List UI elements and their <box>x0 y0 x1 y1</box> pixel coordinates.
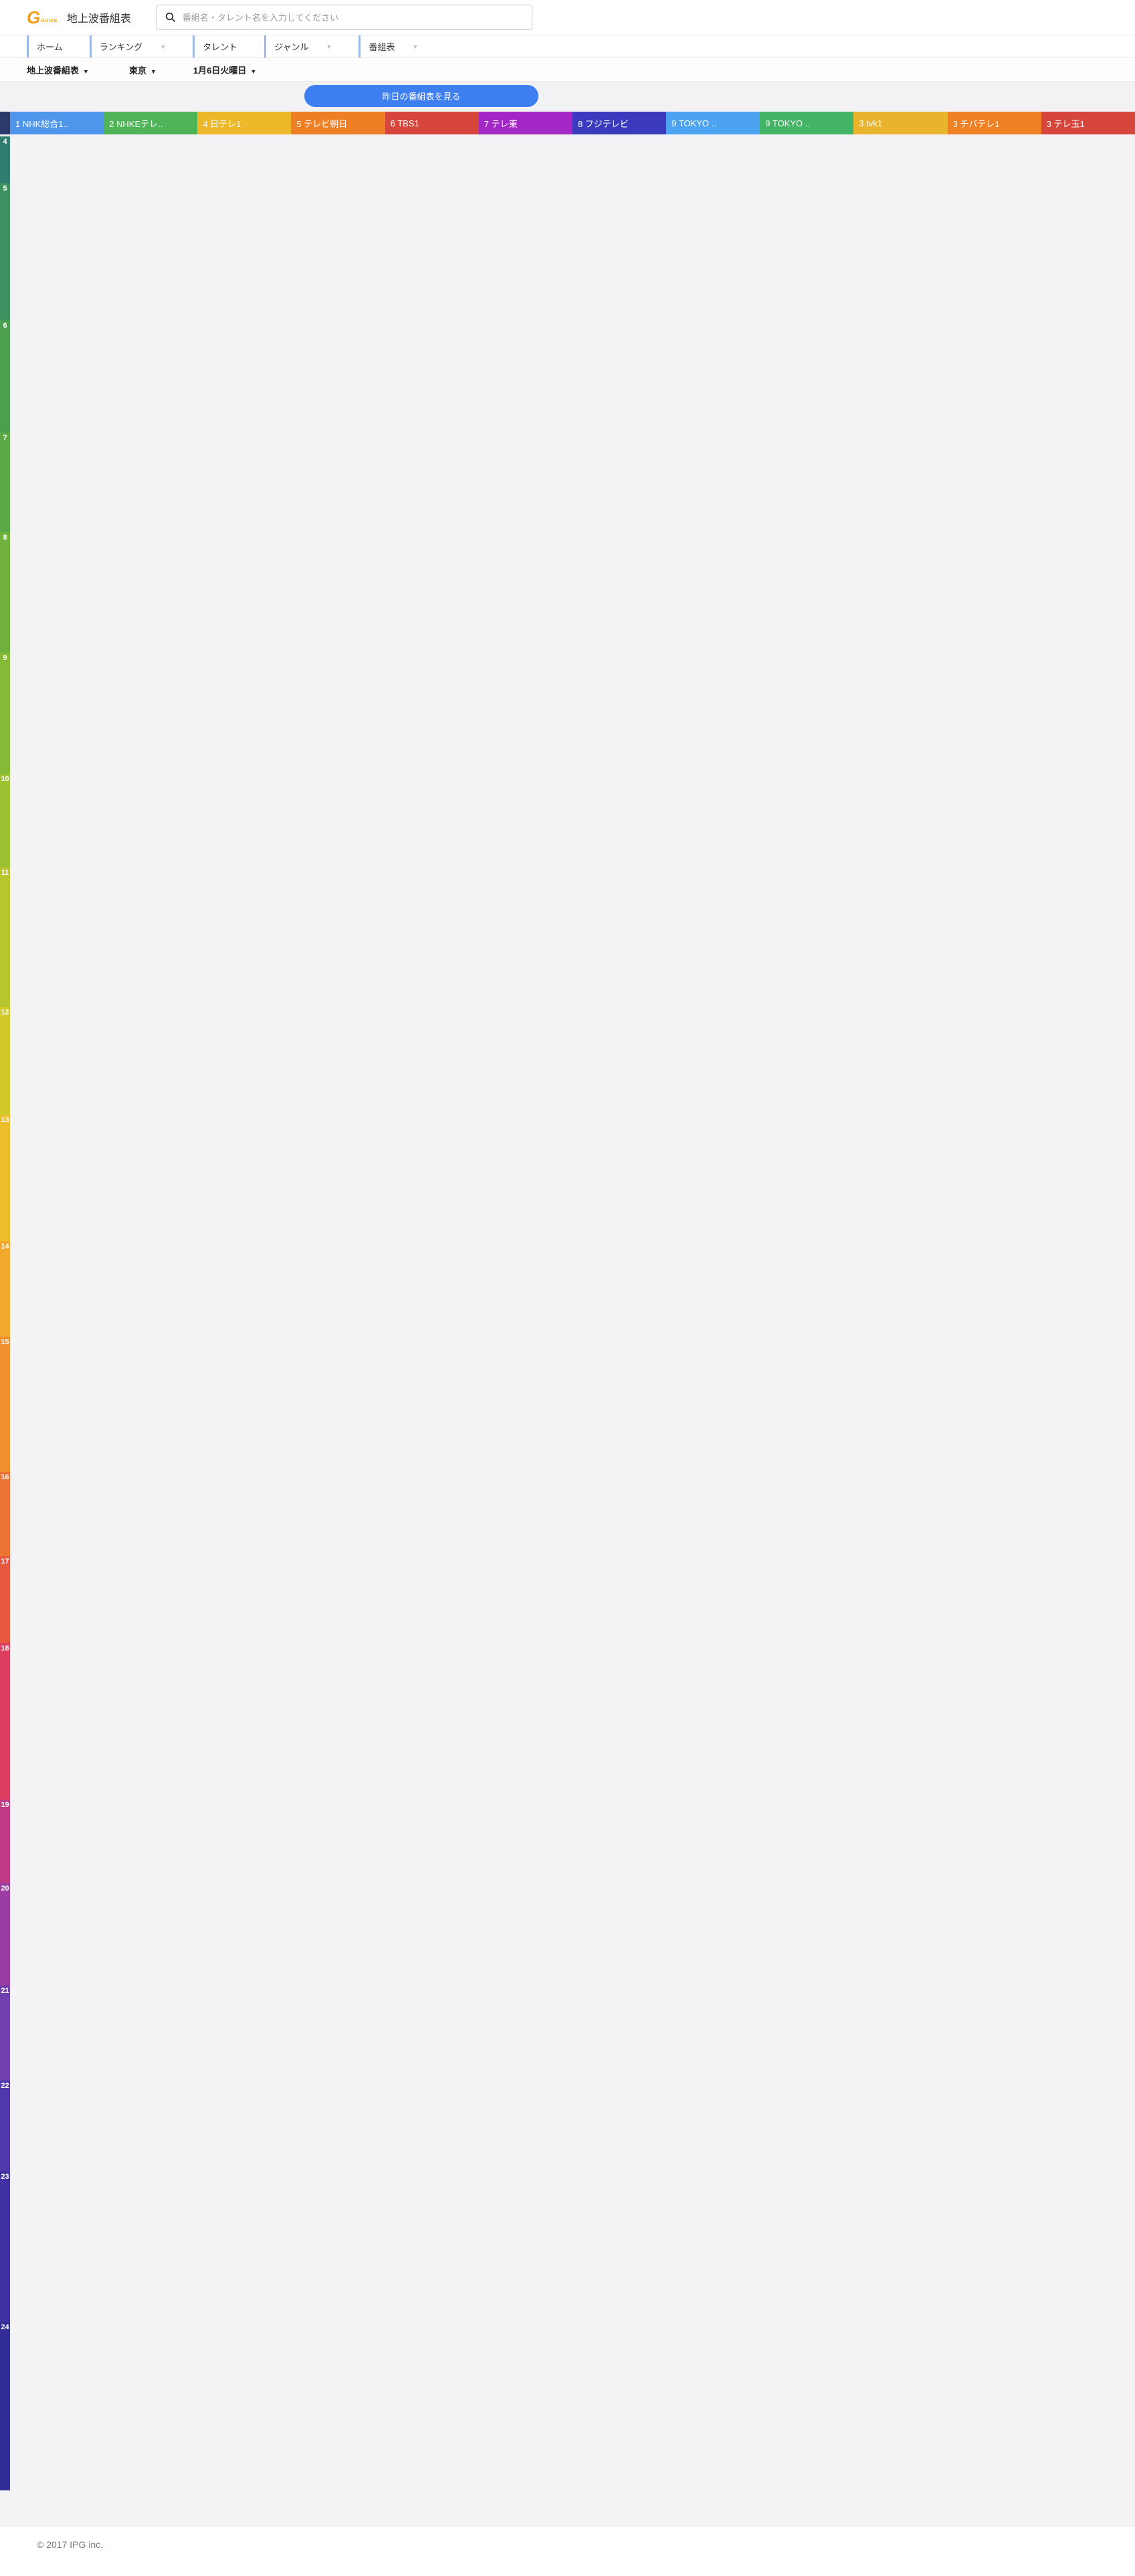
hour-label-4: 4 <box>0 136 10 183</box>
nav-item-label: ホーム <box>37 42 63 52</box>
main-nav: ホーム ランキング ▼ タレント ジャンル ▼ 番組表 ▼ <box>0 35 1135 58</box>
hour-label-10: 10 <box>0 774 10 867</box>
hour-label-15: 15 <box>0 1337 10 1472</box>
chevron-down-icon: ▼ <box>412 43 419 50</box>
chevron-down-icon: ▼ <box>160 43 167 50</box>
channel-header-11[interactable]: 3 テレ玉1 <box>1041 112 1135 134</box>
gguide-logo-mark: G <box>27 7 41 27</box>
nav-item-0[interactable]: ホーム <box>27 35 71 58</box>
nav-item-1[interactable]: ランキング ▼ <box>89 35 175 58</box>
subnav-select-label: 東京 <box>128 65 146 76</box>
nav-item-4[interactable]: 番組表 ▼ <box>358 35 426 58</box>
channel-header-3[interactable]: 5 テレビ朝日 <box>291 112 385 134</box>
gguide-logo-text: GUIDE <box>41 18 58 23</box>
time-column-corner <box>0 112 10 134</box>
subnav-select-1[interactable]: 東京 ▼ <box>129 64 157 76</box>
search-icon <box>165 12 176 23</box>
subnav-select-label: 地上波番組表 <box>27 65 80 76</box>
hour-label-14: 14 <box>0 1241 10 1337</box>
hour-label-13: 13 <box>0 1115 10 1241</box>
chevron-down-icon: ▼ <box>150 68 157 75</box>
hour-label-21: 21 <box>0 1985 10 2080</box>
hour-label-7: 7 <box>0 433 10 532</box>
nav-item-label: ジャンル <box>274 42 309 52</box>
gguide-logo[interactable]: G GUIDE <box>27 9 58 26</box>
channel-header-6[interactable]: 8 フジテレビ <box>572 112 667 134</box>
hour-label-22: 22 <box>0 2080 10 2171</box>
top-bar: G GUIDE 地上波番組表 <box>0 0 1135 35</box>
hour-label-12: 12 <box>0 1007 10 1115</box>
channel-header-row: 1 NHK総合1.. 2 NHKEテレ.. 4 日テレ1 5 テレビ朝日 6 TBS1 7… <box>0 112 1135 134</box>
hour-label-20: 20 <box>0 1883 10 1985</box>
sub-nav: 地上波番組表 ▼ 東京 ▼ 1月6日火曜日 ▼ <box>0 58 1135 82</box>
nav-item-label: ランキング <box>99 42 143 52</box>
hour-label-6: 6 <box>0 320 10 433</box>
hour-label-19: 19 <box>0 1800 10 1883</box>
hour-label-23: 23 <box>0 2171 10 2322</box>
hour-label-9: 9 <box>0 653 10 774</box>
hour-label-11: 11 <box>0 867 10 1007</box>
subnav-select-label: 1月6日火曜日 <box>193 65 247 76</box>
channel-header-7[interactable]: 9 TOKYO .. <box>666 112 760 134</box>
channel-header-2[interactable]: 4 日テレ1 <box>197 112 292 134</box>
chevron-down-icon: ▼ <box>326 43 332 50</box>
channel-header-4[interactable]: 6 TBS1 <box>385 112 479 134</box>
nav-item-label: タレント <box>203 42 238 52</box>
footer-copyright: © 2017 IPG inc. <box>0 2527 1135 2550</box>
hour-label-18: 18 <box>0 1643 10 1800</box>
nav-item-label: 番組表 <box>369 42 395 52</box>
button-band: 昨日の番組表を見る <box>0 82 1135 112</box>
hour-label-5: 5 <box>0 183 10 320</box>
nav-item-3[interactable]: ジャンル ▼ <box>264 35 340 58</box>
search-box[interactable] <box>156 5 532 30</box>
yesterday-schedule-button[interactable]: 昨日の番組表を見る <box>304 85 538 107</box>
program-grid: 4 5 6 7 8 9 10 11 12 13 14 15 16 17 18 19 20 21 22 23 24 <box>0 134 1135 2527</box>
channel-header-10[interactable]: 3 チバテレ1 <box>947 112 1041 134</box>
channel-header-0[interactable]: 1 NHK総合1.. <box>10 112 104 134</box>
search-input[interactable] <box>181 11 532 23</box>
page-title: 地上波番組表 <box>66 13 131 25</box>
channel-header-9[interactable]: 3 tvk1 <box>853 112 948 134</box>
subnav-select-2[interactable]: 1月6日火曜日 ▼ <box>193 64 256 76</box>
chevron-down-icon: ▼ <box>83 68 89 75</box>
channel-header-1[interactable]: 2 NHKEテレ.. <box>104 112 198 134</box>
channel-header-5[interactable]: 7 テレ東 <box>478 112 573 134</box>
channel-header-8[interactable]: 9 TOKYO .. <box>760 112 854 134</box>
hour-label-24: 24 <box>0 2322 10 2490</box>
hour-label-16: 16 <box>0 1472 10 1556</box>
subnav-select-0[interactable]: 地上波番組表 ▼ <box>27 64 89 76</box>
chevron-down-icon: ▼ <box>250 68 257 75</box>
hour-label-17: 17 <box>0 1556 10 1643</box>
nav-item-2[interactable]: タレント <box>193 35 245 58</box>
hour-label-8: 8 <box>0 532 10 653</box>
